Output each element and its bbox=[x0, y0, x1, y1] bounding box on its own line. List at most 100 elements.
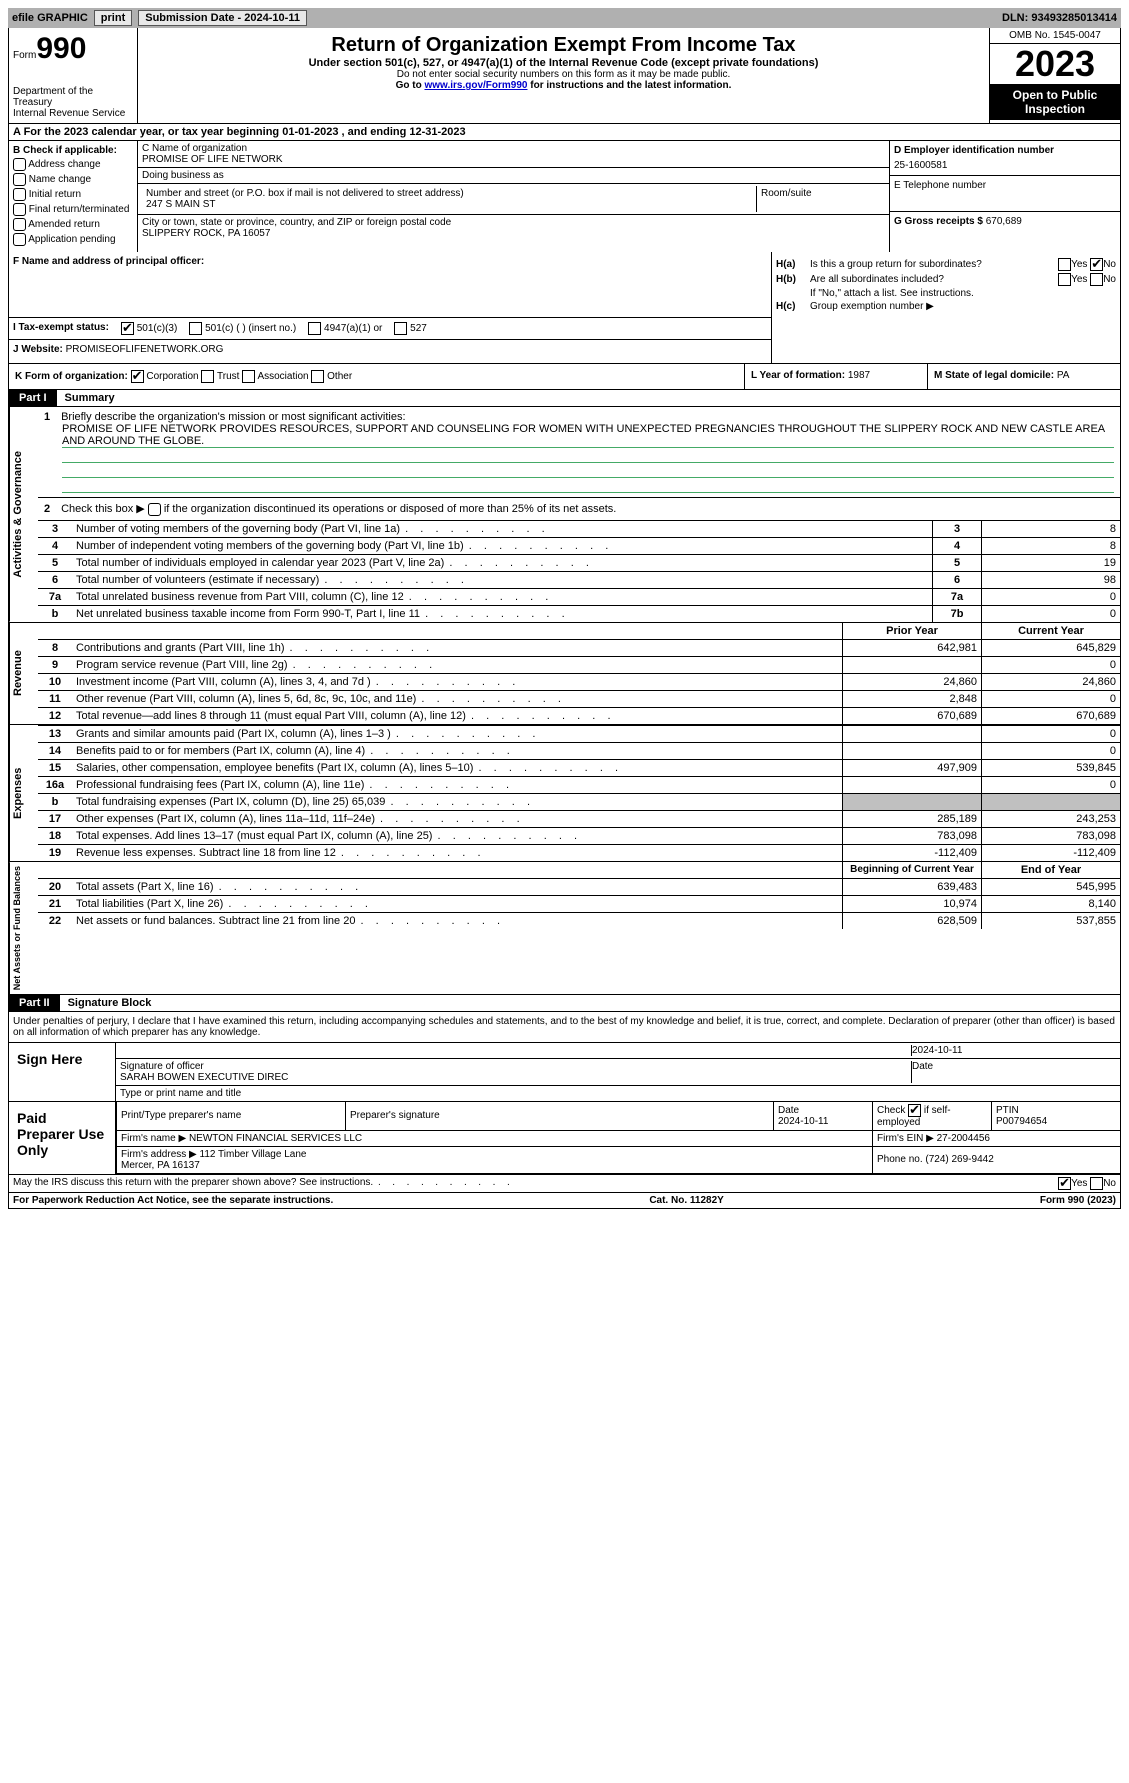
website-label: J Website: bbox=[13, 344, 66, 355]
col-b-checks: B Check if applicable: Address change Na… bbox=[9, 141, 138, 252]
org-assoc[interactable]: Association bbox=[242, 371, 308, 382]
irs-link[interactable]: www.irs.gov/Form990 bbox=[424, 80, 527, 91]
domicile-label: M State of legal domicile: bbox=[934, 370, 1057, 381]
table-row: 9Program service revenue (Part VIII, lin… bbox=[38, 656, 1120, 673]
table-row: 18Total expenses. Add lines 13–17 (must … bbox=[38, 827, 1120, 844]
col-de: D Employer identification number 25-1600… bbox=[890, 141, 1120, 252]
org-corp[interactable]: Corporation bbox=[131, 371, 199, 382]
status-4947[interactable]: 4947(a)(1) or bbox=[308, 322, 382, 335]
room-label: Room/suite bbox=[757, 186, 885, 212]
row-fh: F Name and address of principal officer:… bbox=[8, 252, 1121, 364]
omb-number: OMB No. 1545-0047 bbox=[990, 28, 1120, 44]
activities-governance: Activities & Governance 1 Briefly descri… bbox=[8, 407, 1121, 623]
prep-name-label: Print/Type preparer's name bbox=[117, 1102, 346, 1131]
table-row: 12Total revenue—add lines 8 through 11 (… bbox=[38, 707, 1120, 724]
footer-right: Form 990 (2023) bbox=[1040, 1195, 1116, 1206]
gross-value: 670,689 bbox=[986, 216, 1022, 227]
date-label: Date bbox=[912, 1061, 1116, 1083]
top-toolbar: efile GRAPHIC print Submission Date - 20… bbox=[8, 8, 1121, 28]
dba-label: Doing business as bbox=[142, 170, 885, 181]
org-name: PROMISE OF LIFE NETWORK bbox=[142, 154, 885, 165]
part-i-title: Summary bbox=[57, 390, 123, 406]
ssn-note: Do not enter social security numbers on … bbox=[144, 69, 983, 80]
dept-label: Department of the Treasury Internal Reve… bbox=[13, 86, 133, 119]
table-row: 11Other revenue (Part VIII, column (A), … bbox=[38, 690, 1120, 707]
form-org-label: K Form of organization: bbox=[15, 371, 128, 382]
row-klm: K Form of organization: Corporation Trus… bbox=[8, 364, 1121, 390]
row-a-period: A For the 2023 calendar year, or tax yea… bbox=[8, 124, 1121, 141]
check-name[interactable]: Name change bbox=[13, 173, 133, 186]
prep-sig-label: Preparer's signature bbox=[346, 1102, 774, 1131]
revenue-section: Revenue Prior Year Current Year 8Contrib… bbox=[8, 623, 1121, 725]
paid-preparer-table: Print/Type preparer's name Preparer's si… bbox=[116, 1102, 1120, 1174]
current-year-head: Current Year bbox=[982, 623, 1121, 640]
discuss-no[interactable] bbox=[1090, 1177, 1103, 1190]
addr-label: Number and street (or P.O. box if mail i… bbox=[146, 188, 752, 199]
table-row: 17Other expenses (Part IX, column (A), l… bbox=[38, 810, 1120, 827]
table-row: bTotal fundraising expenses (Part IX, co… bbox=[38, 793, 1120, 810]
org-name-label: C Name of organization bbox=[142, 143, 885, 154]
table-row: 20Total assets (Part X, line 16)639,4835… bbox=[38, 878, 1120, 895]
sign-here-label: Sign Here bbox=[9, 1043, 116, 1101]
firm-ein: 27-2004456 bbox=[937, 1133, 990, 1144]
table-row: 15Salaries, other compensation, employee… bbox=[38, 759, 1120, 776]
part-ii-header: Part II Signature Block bbox=[8, 995, 1121, 1012]
signature-block: Under penalties of perjury, I declare th… bbox=[8, 1012, 1121, 1175]
gross-label: G Gross receipts $ bbox=[894, 216, 986, 227]
org-city: SLIPPERY ROCK, PA 16057 bbox=[142, 228, 885, 239]
sig-officer-label: Signature of officer bbox=[120, 1061, 907, 1072]
table-row: 13Grants and similar amounts paid (Part … bbox=[38, 725, 1120, 742]
tax-status-label: I Tax-exempt status: bbox=[13, 322, 109, 335]
expenses-section: Expenses 13Grants and similar amounts pa… bbox=[8, 725, 1121, 862]
check-final[interactable]: Final return/terminated bbox=[13, 203, 133, 216]
hc-text: Group exemption number ▶ bbox=[810, 301, 934, 312]
print-button[interactable]: print bbox=[94, 10, 132, 26]
open-to-public: Open to Public Inspection bbox=[990, 84, 1120, 120]
status-527[interactable]: 527 bbox=[394, 322, 426, 335]
check-initial[interactable]: Initial return bbox=[13, 188, 133, 201]
form-number-cell: Form990 Department of the Treasury Inter… bbox=[9, 28, 138, 123]
status-501c3[interactable]: 501(c)(3) bbox=[121, 322, 177, 335]
table-row: 3Number of voting members of the governi… bbox=[38, 520, 1120, 537]
hb-note: If "No," attach a list. See instructions… bbox=[810, 288, 1116, 299]
declaration-text: Under penalties of perjury, I declare th… bbox=[9, 1012, 1120, 1043]
discuss-yes[interactable] bbox=[1058, 1177, 1071, 1190]
governance-table: 3Number of voting members of the governi… bbox=[38, 520, 1120, 622]
col-c-org: C Name of organization PROMISE OF LIFE N… bbox=[138, 141, 890, 252]
net-assets-section: Net Assets or Fund Balances Beginning of… bbox=[8, 862, 1121, 995]
vlabel-ag: Activities & Governance bbox=[9, 407, 38, 622]
check-amended[interactable]: Amended return bbox=[13, 218, 133, 231]
paid-preparer-label: Paid Preparer Use Only bbox=[9, 1102, 116, 1174]
submission-date: Submission Date - 2024-10-11 bbox=[138, 10, 307, 26]
status-501c[interactable]: 501(c) ( ) (insert no.) bbox=[189, 322, 296, 335]
officer-label: F Name and address of principal officer: bbox=[13, 256, 767, 267]
expenses-table: 13Grants and similar amounts paid (Part … bbox=[38, 725, 1120, 861]
ein-label: D Employer identification number bbox=[894, 145, 1116, 156]
org-other[interactable]: Other bbox=[311, 371, 352, 382]
city-label: City or town, state or province, country… bbox=[142, 217, 885, 228]
dln: DLN: 93493285013414 bbox=[1002, 12, 1117, 24]
revenue-table: Prior Year Current Year 8Contributions a… bbox=[38, 623, 1120, 724]
self-employed-check[interactable]: Check if self-employed bbox=[873, 1102, 992, 1131]
domicile: PA bbox=[1057, 370, 1070, 381]
website-value: PROMISEOFLIFENETWORK.ORG bbox=[66, 344, 224, 355]
form-subtitle: Under section 501(c), 527, or 4947(a)(1)… bbox=[144, 57, 983, 69]
part-i-tag: Part I bbox=[9, 390, 57, 406]
table-row: 10Investment income (Part VIII, column (… bbox=[38, 673, 1120, 690]
vlabel-exp: Expenses bbox=[9, 725, 38, 861]
hb-text: Are all subordinates included? bbox=[810, 274, 944, 285]
footer-left: For Paperwork Reduction Act Notice, see … bbox=[13, 1195, 333, 1206]
vlabel-net: Net Assets or Fund Balances bbox=[9, 862, 38, 994]
ha-text: Is this a group return for subordinates? bbox=[810, 259, 982, 270]
efile-label: efile GRAPHIC bbox=[12, 12, 88, 24]
officer-name: SARAH BOWEN EXECUTIVE DIREC bbox=[120, 1072, 907, 1083]
table-row: 16aProfessional fundraising fees (Part I… bbox=[38, 776, 1120, 793]
check-address[interactable]: Address change bbox=[13, 158, 133, 171]
table-row: 8Contributions and grants (Part VIII, li… bbox=[38, 639, 1120, 656]
table-row: 14Benefits paid to or for members (Part … bbox=[38, 742, 1120, 759]
phone-label: E Telephone number bbox=[894, 180, 1116, 191]
table-row: 22Net assets or fund balances. Subtract … bbox=[38, 912, 1120, 929]
check-pending[interactable]: Application pending bbox=[13, 233, 133, 246]
year-cell: OMB No. 1545-0047 2023 Open to Public In… bbox=[990, 28, 1120, 123]
org-trust[interactable]: Trust bbox=[201, 371, 239, 382]
